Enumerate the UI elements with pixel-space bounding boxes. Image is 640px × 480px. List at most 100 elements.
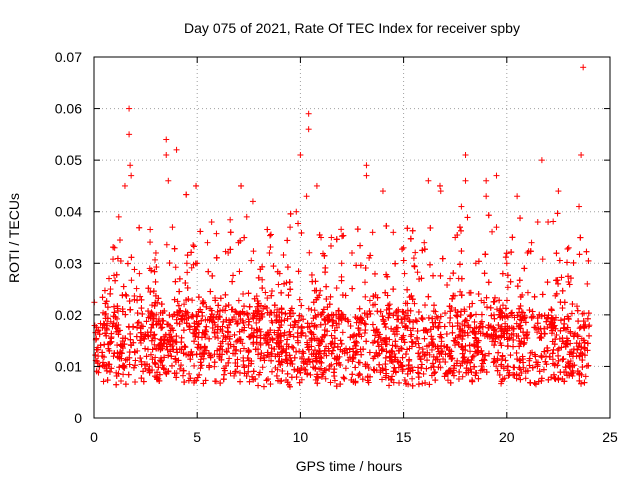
data-point	[195, 294, 202, 301]
data-point	[237, 378, 244, 385]
data-point	[517, 376, 524, 383]
data-point	[120, 283, 127, 290]
data-point	[159, 362, 166, 369]
data-point	[173, 320, 180, 327]
data-point	[454, 320, 461, 327]
data-point	[183, 260, 190, 267]
data-point	[338, 260, 345, 267]
data-point	[243, 213, 250, 220]
data-point	[241, 234, 248, 241]
data-point	[510, 325, 517, 332]
data-point	[193, 182, 200, 189]
data-point	[327, 242, 334, 249]
data-point	[371, 270, 378, 277]
data-point	[181, 301, 188, 308]
data-point	[112, 277, 119, 284]
data-point	[535, 378, 542, 385]
data-point	[574, 307, 581, 314]
data-point	[152, 360, 159, 367]
data-point	[581, 344, 588, 351]
data-point	[554, 277, 561, 284]
data-point	[467, 312, 474, 319]
data-point	[338, 340, 345, 347]
data-point	[379, 188, 386, 195]
data-point	[266, 232, 273, 239]
data-point	[222, 303, 229, 310]
data-point	[107, 286, 114, 293]
data-point	[322, 375, 329, 382]
data-point	[363, 338, 370, 345]
data-point	[215, 335, 222, 342]
data-point	[266, 249, 273, 256]
data-point	[415, 308, 422, 315]
data-point	[545, 219, 552, 226]
data-point	[284, 264, 291, 271]
data-point	[291, 354, 298, 361]
data-point	[420, 370, 427, 377]
data-point	[286, 352, 293, 359]
data-point	[495, 349, 502, 356]
data-point	[361, 330, 368, 337]
data-point	[240, 290, 247, 297]
data-point	[173, 374, 180, 381]
y-tick-label: 0.01	[55, 358, 82, 374]
data-point	[444, 377, 451, 384]
data-point	[410, 255, 417, 262]
data-point	[457, 288, 464, 295]
data-point	[538, 352, 545, 359]
data-point	[255, 382, 262, 389]
data-point	[311, 347, 318, 354]
data-point	[122, 291, 129, 298]
data-point	[415, 381, 422, 388]
data-point	[483, 193, 490, 200]
data-point	[531, 293, 538, 300]
data-point	[449, 323, 456, 330]
data-point	[190, 243, 197, 250]
data-point	[193, 351, 200, 358]
data-point	[548, 307, 555, 314]
data-point	[544, 279, 551, 286]
data-point	[298, 302, 305, 309]
data-point	[414, 328, 421, 335]
data-point	[362, 327, 369, 334]
data-point	[517, 215, 524, 222]
data-point	[273, 372, 280, 379]
data-point	[264, 295, 271, 302]
data-point	[490, 298, 497, 305]
data-point	[163, 136, 170, 143]
data-point	[386, 336, 393, 343]
data-point	[126, 131, 133, 138]
data-point	[153, 311, 160, 318]
data-point	[259, 285, 266, 292]
data-point	[270, 263, 277, 270]
data-point	[226, 321, 233, 328]
data-point	[191, 362, 198, 369]
data-point	[582, 373, 589, 380]
data-point	[503, 260, 510, 267]
data-point	[427, 224, 434, 231]
data-point	[106, 275, 113, 282]
data-point	[211, 351, 218, 358]
data-point	[189, 297, 196, 304]
data-point	[223, 348, 230, 355]
data-point	[418, 361, 425, 368]
data-point	[578, 151, 585, 158]
data-point	[381, 321, 388, 328]
data-point	[193, 326, 200, 333]
data-point	[580, 64, 587, 71]
data-point	[504, 272, 511, 279]
data-point	[133, 285, 140, 292]
data-point	[366, 297, 373, 304]
data-point	[555, 352, 562, 359]
data-point	[172, 278, 179, 285]
data-point	[163, 321, 170, 328]
data-point	[293, 208, 300, 215]
data-point	[561, 320, 568, 327]
data-point	[122, 381, 129, 388]
data-point	[152, 278, 159, 285]
data-point	[268, 231, 275, 238]
data-point	[203, 323, 210, 330]
data-point	[308, 271, 315, 278]
data-point	[101, 287, 108, 294]
data-point	[120, 371, 127, 378]
